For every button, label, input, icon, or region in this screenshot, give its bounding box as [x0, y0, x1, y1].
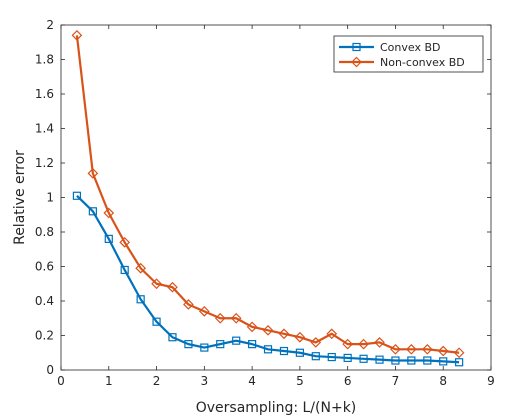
data-point — [423, 356, 432, 365]
y-tick-label: 0.2 — [35, 329, 54, 343]
legend: Convex BD Non-convex BD — [333, 35, 484, 73]
x-tick-label: 1 — [105, 374, 113, 388]
data-point — [152, 317, 161, 326]
data-point — [135, 262, 146, 274]
y-tick-label: 2 — [46, 18, 54, 32]
x-tick-label: 8 — [439, 374, 447, 388]
legend-box — [333, 35, 484, 73]
data-point — [406, 343, 417, 355]
data-point — [167, 281, 178, 293]
series-non-convex-bd — [71, 30, 465, 359]
data-point — [88, 207, 97, 216]
y-tick-label: 1.4 — [35, 122, 54, 136]
plot-area: 0 1 2 3 4 5 6 7 8 9 0 0.2 0.4 0.6 0.8 1 1.2 1.4 1.6 1.8 2 — [35, 18, 495, 388]
data-point — [248, 340, 257, 349]
x-tick-label: 4 — [248, 374, 256, 388]
data-point — [184, 340, 193, 349]
data-point — [358, 338, 369, 350]
data-point — [391, 356, 400, 365]
data-point — [214, 312, 226, 324]
legend-marker — [351, 56, 362, 68]
legend-label: Convex BD — [380, 41, 441, 54]
series-line — [75, 35, 460, 354]
data-point — [421, 343, 433, 355]
x-tick-label: 0 — [57, 374, 65, 388]
data-point — [279, 346, 289, 356]
data-point — [311, 352, 320, 361]
data-point — [262, 324, 274, 336]
data-point — [151, 278, 162, 290]
y-tick-label: 0 — [46, 363, 54, 377]
data-point — [232, 336, 241, 345]
x-tick-label: 6 — [344, 374, 352, 388]
data-point — [72, 191, 82, 200]
data-point — [246, 321, 258, 333]
legend-label: Non-convex BD — [380, 56, 465, 69]
legend-marker — [352, 42, 361, 52]
data-point — [278, 328, 290, 340]
data-point — [437, 345, 449, 357]
y-tick-label: 0.6 — [35, 260, 54, 274]
data-point — [310, 337, 322, 348]
axes-box — [60, 24, 492, 371]
data-point — [326, 328, 338, 340]
data-point — [407, 356, 416, 365]
data-point — [103, 207, 115, 219]
data-point — [343, 353, 352, 363]
data-point — [87, 168, 99, 179]
y-tick-label: 1.6 — [35, 87, 54, 101]
series-line — [76, 194, 460, 364]
data-point — [183, 299, 194, 310]
data-point — [453, 347, 465, 359]
data-point — [342, 338, 354, 350]
data-point — [359, 354, 368, 363]
x-axis-label: Oversampling: L/(N+k) — [196, 400, 357, 416]
series-convex-bd — [72, 191, 464, 367]
data-point — [455, 358, 464, 367]
data-point — [136, 295, 145, 304]
data-point — [216, 340, 225, 349]
data-point — [120, 265, 129, 275]
data-point — [439, 357, 448, 366]
data-point — [104, 234, 113, 243]
data-point — [119, 237, 131, 248]
x-tick-label: 2 — [153, 374, 161, 388]
data-point — [294, 331, 306, 343]
x-tick-label: 9 — [487, 374, 495, 388]
y-tick-label: 0.8 — [35, 225, 54, 239]
x-tick-label: 3 — [201, 374, 209, 388]
data-point — [390, 343, 401, 355]
data-point — [200, 343, 209, 352]
data-point — [327, 352, 336, 362]
data-point — [374, 337, 385, 348]
data-point — [168, 333, 177, 342]
data-point — [230, 312, 242, 324]
data-point — [198, 306, 210, 317]
x-tick-label: 5 — [296, 374, 304, 388]
x-tick-label: 7 — [392, 374, 400, 388]
y-tick-label: 1 — [46, 191, 54, 205]
y-axis-label: Relative error — [12, 150, 28, 245]
data-point — [375, 355, 384, 364]
data-point — [71, 30, 83, 41]
y-tick-label: 1.2 — [35, 156, 54, 170]
data-point — [295, 348, 304, 357]
data-point — [263, 345, 273, 354]
y-tick-label: 0.4 — [35, 294, 54, 308]
y-tick-label: 1.8 — [35, 53, 54, 67]
